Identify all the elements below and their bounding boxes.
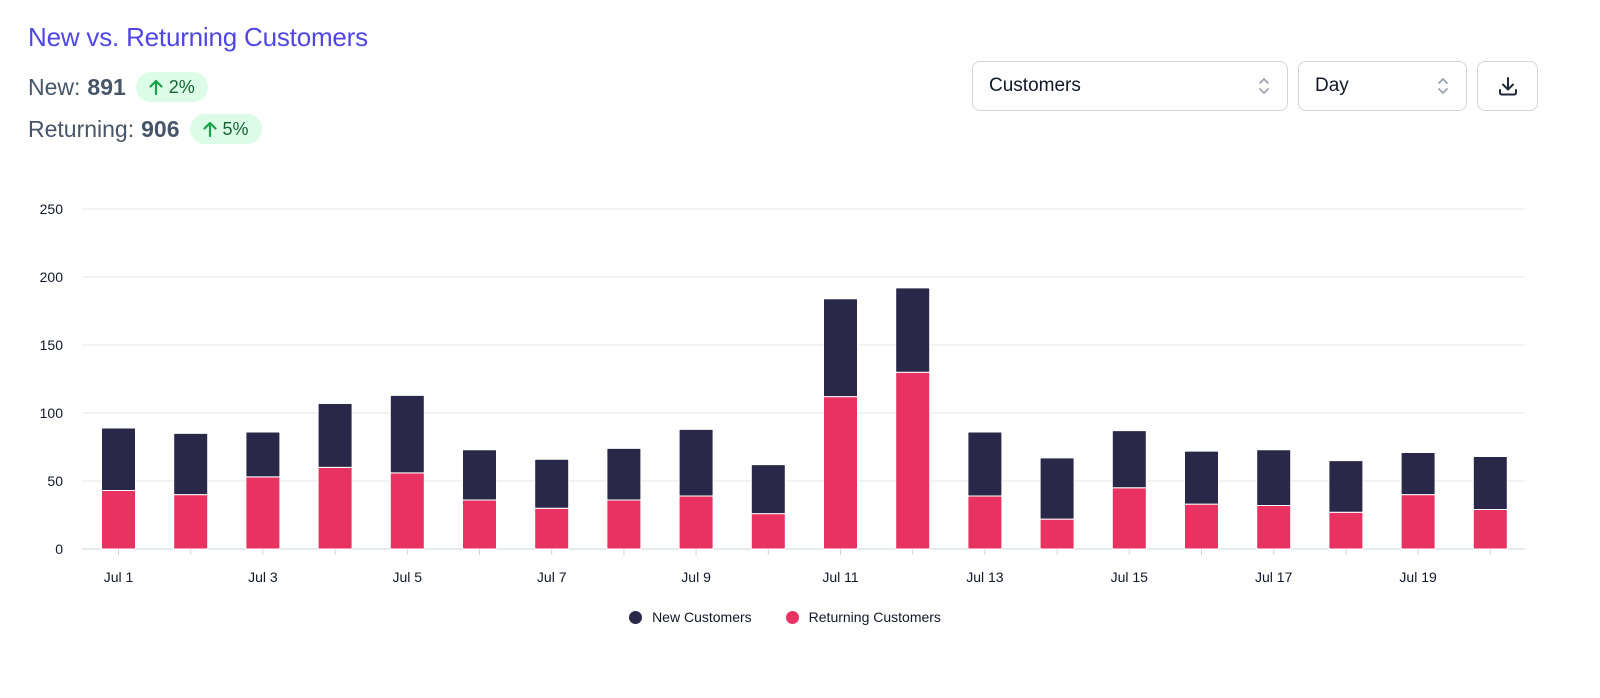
bar-new [317,402,353,468]
legend-label-returning: Returning Customers [808,609,941,625]
bar-returning [245,476,281,550]
bar-returning [750,513,786,550]
bar-new [1400,451,1436,496]
new-label: New: [28,73,81,100]
download-button[interactable] [1477,61,1538,111]
arrow-up-icon [149,79,163,95]
bar-returning [1328,511,1364,550]
period-select-value: Day [1315,75,1349,96]
bar-returning [823,396,858,550]
x-tick-label: Jul 11 [822,569,859,585]
download-icon [1498,77,1517,96]
legend-marker-new [629,610,643,624]
bar-returning [462,499,497,550]
legend-label-new: New Customers [652,609,752,625]
returning-change-badge: 5% [189,114,262,144]
bar-returning [1111,487,1147,550]
bar-returning [895,371,931,550]
legend-item-returning[interactable]: Returning Customers [785,609,941,625]
bar-new [750,464,786,515]
bar-returning [1400,494,1436,550]
new-change-value: 2% [168,76,195,97]
x-tick-label: Jul 3 [248,569,278,585]
new-customers-stat: New: 891 2% [28,72,208,102]
bar-returning [534,507,570,550]
bar-returning [1472,509,1508,550]
x-tick-label: Jul 17 [1255,569,1293,585]
y-tick-label: 150 [40,337,64,353]
x-tick-label: Jul 9 [681,569,711,585]
bar-returning [606,499,642,550]
new-change-badge: 2% [135,72,208,102]
bar-returning [317,466,353,550]
legend-item-new[interactable]: New Customers [629,609,752,625]
bar-new [1256,449,1292,506]
bar-returning [1256,504,1292,550]
y-tick-label: 100 [40,405,64,421]
stacked-bar-chart: 0 50 100 150 200 250 Jul 1 Jul 3 Jul 5 Jul 7 Jul 9… [40,201,1525,585]
bar-returning [1184,503,1219,550]
metric-select-value: Customers [989,75,1081,96]
chevron-up-down-icon [1259,78,1269,94]
y-tick-label: 0 [55,541,63,557]
x-tick-label: Jul 7 [537,569,567,585]
bar-new [1184,450,1219,505]
legend-marker-returning [785,610,799,624]
bar-new [173,432,209,496]
bar-new [1472,456,1508,511]
x-tick-label: Jul 1 [104,569,134,585]
bar-new [1111,430,1147,489]
bar-new [245,431,281,478]
bar-new [823,298,858,398]
bar-returning [967,495,1003,550]
bar-new [678,428,714,497]
x-tick-label: Jul 19 [1399,569,1437,585]
metric-select[interactable]: Customers [972,61,1288,111]
arrow-up-icon [202,121,217,137]
bar-new [534,458,570,509]
bar-new [606,447,642,501]
x-tick-label: Jul 13 [966,569,1004,585]
returning-customers-stat: Returning: 906 5% [28,114,262,144]
new-value: 891 [87,73,126,100]
returning-value: 906 [141,115,180,142]
y-tick-label: 200 [40,269,64,285]
bar-new [389,394,425,474]
bar-new [967,431,1003,497]
y-tick-label: 250 [40,201,64,217]
bar-returning [101,490,136,550]
x-tick-label: Jul 5 [393,569,423,585]
bar-new [462,449,497,501]
chevron-up-down-icon [1438,78,1448,94]
period-select[interactable]: Day [1298,61,1467,111]
x-tick-label: Jul 15 [1111,569,1149,585]
chart-legend: New Customers Returning Customers [0,609,1570,625]
bar-new [895,287,931,373]
returning-label: Returning: [28,115,135,142]
bar-returning [173,494,209,550]
bar-new [101,427,136,492]
bar-returning [678,495,714,550]
chart-title: New vs. Returning Customers [28,22,368,52]
bar-returning [389,472,425,550]
bar-returning [1039,518,1075,550]
bar-new [1328,460,1364,513]
bar-new [1039,457,1075,520]
y-tick-label: 50 [47,473,63,489]
returning-change-value: 5% [222,118,249,139]
